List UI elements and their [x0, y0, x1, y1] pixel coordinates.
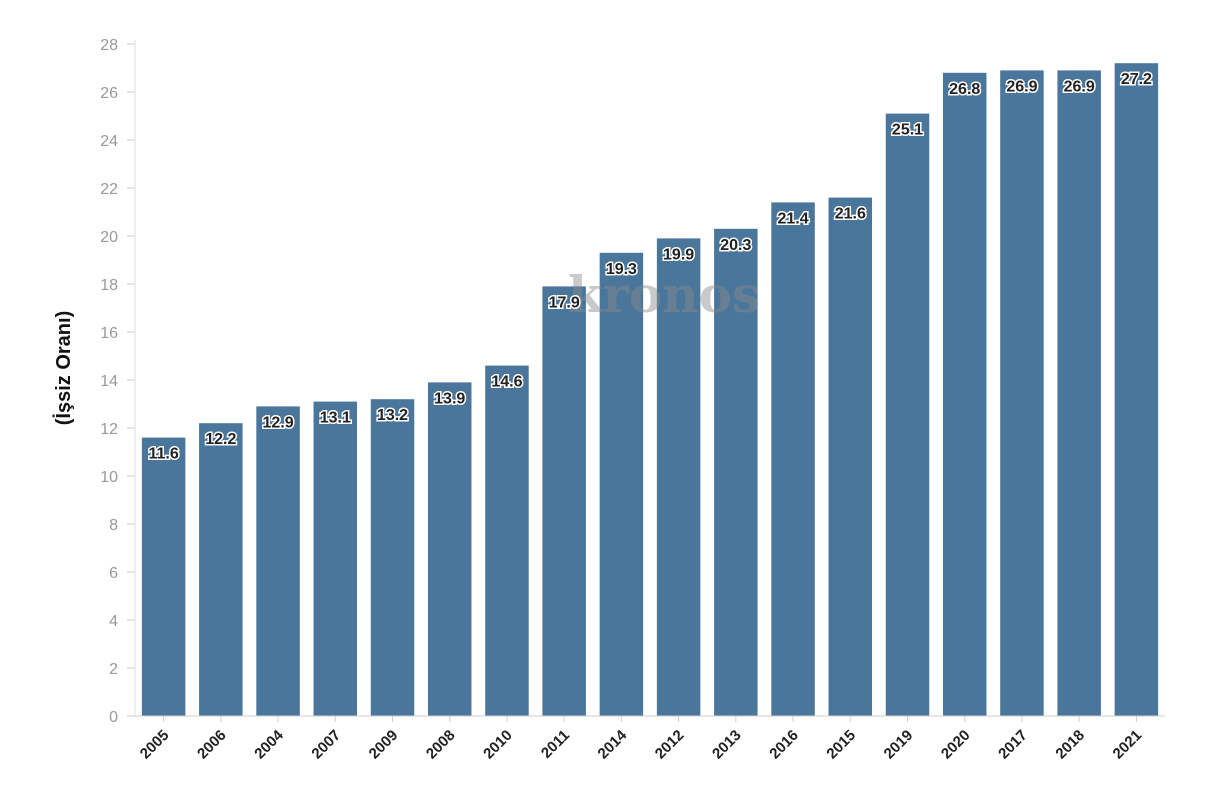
- x-axis: 2005 2006 2004 2007 2009 2008 2010 2011 2014 2012…: [135, 715, 1165, 763]
- bar-2007: [313, 401, 358, 716]
- y-tick-label: 14: [100, 373, 118, 390]
- data-label-2020: 26.8: [949, 81, 980, 98]
- y-tick-label: 8: [109, 517, 118, 534]
- data-label-2004: 12.9: [262, 414, 293, 431]
- y-tick-label: 18: [100, 277, 118, 294]
- y-tick-label: 24: [100, 133, 118, 150]
- bar-2015: [828, 197, 873, 717]
- bar-2017: [1000, 70, 1044, 716]
- x-tick-label: 2015: [823, 727, 859, 763]
- x-tick-label: 2017: [995, 727, 1031, 763]
- y-axis-title: (İşsiz Oranı): [52, 311, 75, 425]
- y-tick-label: 6: [109, 565, 118, 582]
- data-label-2011: 17.9: [549, 294, 580, 311]
- bars: [141, 63, 1159, 717]
- bar-2010: [485, 365, 529, 716]
- x-tick-label: 2018: [1052, 727, 1088, 763]
- data-label-2006: 12.2: [205, 431, 236, 448]
- y-tick-label: 12: [100, 421, 118, 438]
- data-label-2018: 26.9: [1064, 78, 1095, 95]
- bar-2011: [542, 286, 586, 716]
- bar-2019: [885, 113, 930, 717]
- y-tick-label: 10: [100, 469, 118, 486]
- x-tick-label: 2012: [652, 727, 688, 763]
- bar-2018: [1057, 70, 1101, 716]
- y-tick-label: 2: [109, 661, 118, 678]
- data-label-2009: 13.2: [377, 407, 408, 424]
- data-label-2021: 27.2: [1121, 71, 1152, 88]
- x-tick-label: 2020: [938, 727, 974, 763]
- y-tick-label: 20: [100, 229, 118, 246]
- x-tick-label: 2005: [137, 727, 173, 763]
- bar-2008: [427, 382, 472, 716]
- x-tick-label: 2004: [251, 726, 287, 762]
- data-labels: 11.6 12.2 12.9 13.1 13.2 13.9 14.6 17.9 19.3 19.9…: [147, 70, 1154, 464]
- x-tick-label: 2009: [366, 727, 402, 763]
- x-tick-label: 2014: [595, 726, 631, 762]
- x-tick-label: 2019: [881, 727, 917, 763]
- bar-2013: [714, 228, 758, 717]
- bar-2020: [942, 72, 987, 717]
- data-label-2019: 25.1: [892, 122, 923, 139]
- bar-2014: [599, 252, 644, 717]
- data-label-2016: 21.4: [777, 210, 808, 227]
- y-tick-label: 0: [109, 709, 118, 726]
- bar-2006: [199, 423, 243, 716]
- bar-2004: [256, 406, 300, 716]
- data-label-2015: 21.6: [835, 206, 866, 223]
- data-label-2007: 13.1: [320, 410, 351, 427]
- x-tick-label: 2016: [766, 727, 802, 763]
- x-tick-label: 2008: [423, 727, 459, 763]
- x-tick-label: 2011: [538, 727, 573, 762]
- y-tick-label: 28: [100, 37, 118, 54]
- data-label-2017: 26.9: [1006, 78, 1037, 95]
- x-tick-label: 2006: [194, 727, 230, 763]
- y-tick-label: 16: [100, 325, 118, 342]
- bar-2009: [370, 399, 415, 716]
- x-tick-label: 2021: [1110, 727, 1146, 763]
- bar-2021: [1114, 63, 1159, 716]
- data-label-2005: 11.6: [148, 446, 178, 463]
- data-label-2014: 19.3: [606, 261, 637, 278]
- x-tick-label: 2013: [709, 727, 745, 763]
- y-tick-label: 22: [100, 181, 118, 198]
- bar-2005: [141, 437, 186, 716]
- data-label-2013: 20.3: [720, 237, 751, 254]
- x-tick-label: 2010: [480, 727, 516, 763]
- x-tick-label: 2007: [308, 727, 344, 763]
- data-label-2010: 14.6: [491, 374, 522, 391]
- data-label-2012: 19.9: [663, 246, 694, 263]
- y-tick-label: 4: [109, 613, 118, 630]
- y-tick-label: 26: [100, 85, 118, 102]
- bar-2016: [771, 202, 815, 716]
- bar-2012: [656, 238, 701, 716]
- data-label-2008: 13.9: [434, 390, 465, 407]
- watermark-text: kronos: [568, 265, 760, 324]
